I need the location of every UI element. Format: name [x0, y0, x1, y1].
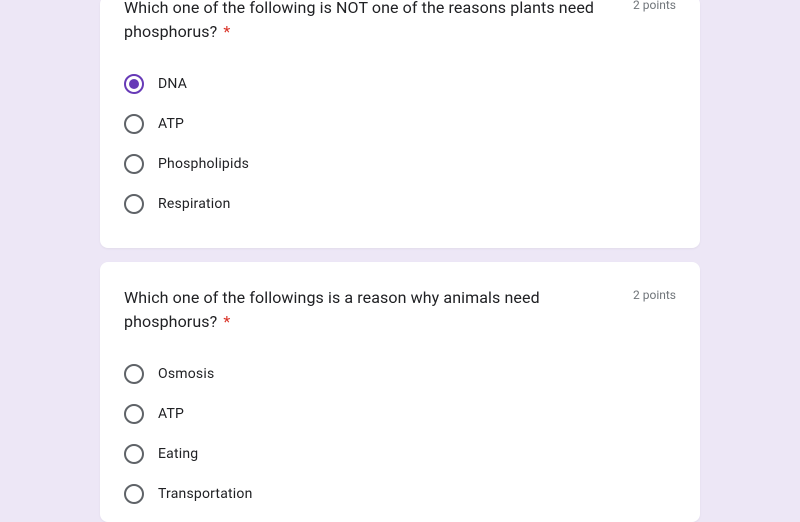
option-respiration[interactable]: Respiration [124, 184, 676, 224]
option-osmosis[interactable]: Osmosis [124, 354, 676, 394]
points-label: 2 points [633, 286, 676, 302]
question-header: Which one of the followings is a reason … [124, 286, 676, 334]
option-transportation[interactable]: Transportation [124, 474, 676, 514]
question-text: Which one of the followings is a reason … [124, 288, 540, 331]
option-label: Transportation [158, 486, 253, 502]
radio-icon [124, 154, 144, 174]
radio-icon [124, 404, 144, 424]
question-text: Which one of the following is NOT one of… [124, 0, 594, 41]
option-label: Eating [158, 446, 198, 462]
radio-icon [124, 194, 144, 214]
question-card-1: Which one of the following is NOT one of… [100, 0, 700, 248]
question-title: Which one of the following is NOT one of… [124, 0, 617, 44]
option-eating[interactable]: Eating [124, 434, 676, 474]
option-label: Osmosis [158, 366, 214, 382]
question-title: Which one of the followings is a reason … [124, 286, 617, 334]
radio-icon [124, 364, 144, 384]
option-atp[interactable]: ATP [124, 104, 676, 144]
question-header: Which one of the following is NOT one of… [124, 0, 676, 44]
option-label: ATP [158, 116, 184, 132]
question-card-2: Which one of the followings is a reason … [100, 262, 700, 522]
radio-icon [124, 484, 144, 504]
options-group: Osmosis ATP Eating Transportation [124, 354, 676, 514]
options-group: DNA ATP Phospholipids Respiration [124, 64, 676, 224]
option-label: DNA [158, 76, 187, 92]
option-atp[interactable]: ATP [124, 394, 676, 434]
radio-icon [124, 74, 144, 94]
radio-icon [124, 114, 144, 134]
option-dna[interactable]: DNA [124, 64, 676, 104]
required-mark: * [223, 22, 230, 41]
required-mark: * [223, 312, 230, 331]
option-label: Phospholipids [158, 156, 249, 172]
option-label: Respiration [158, 196, 231, 212]
option-phospholipids[interactable]: Phospholipids [124, 144, 676, 184]
radio-icon [124, 444, 144, 464]
option-label: ATP [158, 406, 184, 422]
points-label: 2 points [633, 0, 676, 12]
form-canvas: Which one of the following is NOT one of… [0, 0, 800, 522]
